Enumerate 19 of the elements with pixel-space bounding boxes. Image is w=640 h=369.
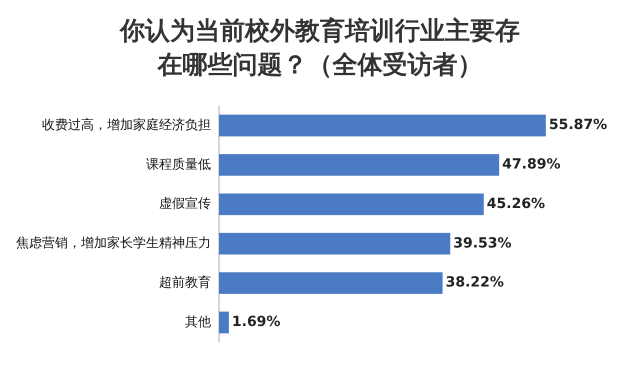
bar bbox=[219, 193, 484, 216]
y-tick-label: 超前教育 bbox=[159, 274, 211, 290]
data-label: 45.26% bbox=[486, 196, 546, 212]
bar bbox=[219, 114, 546, 136]
bar bbox=[219, 232, 450, 255]
data-label: 38.22% bbox=[446, 274, 504, 291]
data-label: 55.87% bbox=[548, 117, 608, 134]
data-label: 47.89% bbox=[502, 156, 560, 173]
y-tick-label: 收费过高，增加家庭经济负担 bbox=[42, 116, 211, 133]
y-tick-label: 课程质量低 bbox=[146, 157, 211, 172]
data-label: 39.53% bbox=[453, 235, 512, 252]
y-tick-label: 焦虑营销，增加家长学生精神压力 bbox=[16, 235, 211, 252]
y-tick-label: 其他 bbox=[185, 314, 211, 330]
data-label: 1.69% bbox=[232, 314, 280, 330]
bar bbox=[219, 154, 500, 176]
y-tick-label: 虚假宣传 bbox=[159, 196, 211, 212]
bar bbox=[219, 312, 229, 334]
chart-title: 你认为当前校外教育培训行业主要存在哪些问题？（全体受访者） bbox=[118, 15, 521, 81]
bar bbox=[219, 272, 443, 294]
